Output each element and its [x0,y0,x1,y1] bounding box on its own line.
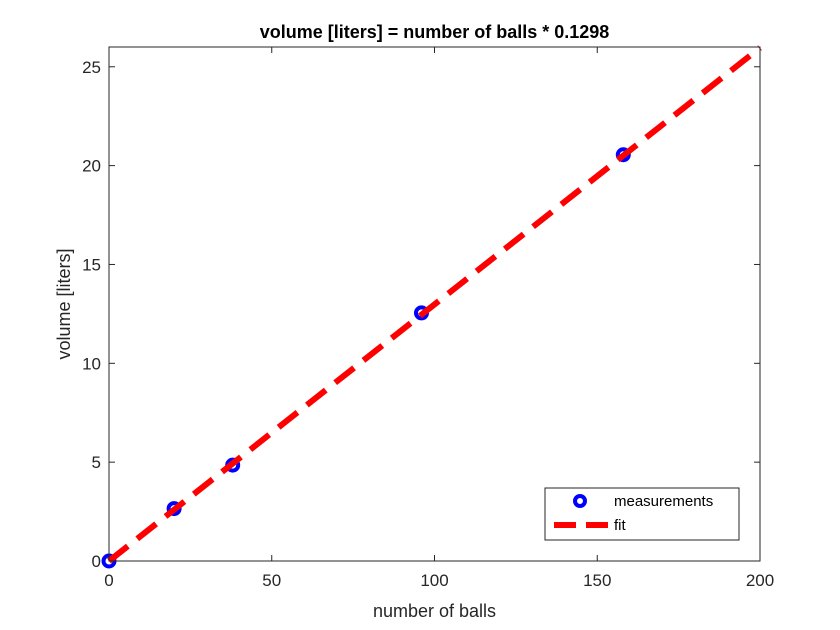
x-tick-label: 200 [746,571,774,590]
y-tick-label: 20 [82,157,101,176]
data-marks [101,45,762,569]
chart-title: volume [liters] = number of balls * 0.12… [260,22,610,42]
x-tick-label: 0 [104,571,113,590]
y-tick-label: 25 [82,58,101,77]
axis-ticks: 0 50 100 150 200 0 5 10 15 20 25 [82,47,774,590]
x-axis-label: number of balls [373,601,496,621]
legend-marker-measurements [573,494,587,508]
fit-line [107,45,762,564]
y-tick-label: 5 [92,453,101,472]
legend-label-fit: fit [614,517,627,534]
y-tick-label: 0 [92,552,101,571]
x-tick-label: 50 [262,571,281,590]
legend: measurements fit [544,487,740,541]
x-tick-label: 100 [420,571,448,590]
y-tick-label: 10 [82,354,101,373]
y-axis-label: volume [liters] [54,248,74,359]
y-tick-label: 15 [82,255,101,274]
legend-label-measurements: measurements [614,493,713,510]
x-tick-label: 150 [583,571,611,590]
